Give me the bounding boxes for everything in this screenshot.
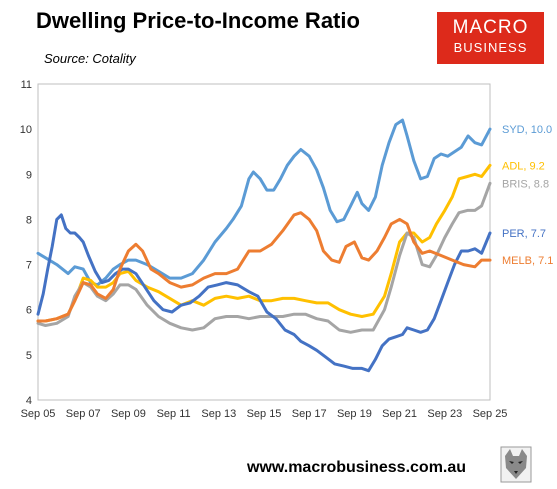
x-tick-label: Sep 25	[473, 408, 508, 420]
y-tick-label: 6	[26, 305, 32, 317]
chart-series	[36, 118, 492, 373]
series-line-syd	[36, 118, 492, 287]
series-label-adl: ADL, 9.2	[502, 160, 545, 172]
x-tick-label: Sep 15	[247, 408, 282, 420]
x-tick-label: Sep 19	[337, 408, 372, 420]
y-tick-label: 7	[26, 260, 32, 272]
y-tick-label: 4	[26, 395, 32, 407]
x-tick-label: Sep 13	[201, 408, 236, 420]
series-line-per	[36, 213, 492, 373]
macrobusiness-logo: MACRO BUSINESS	[437, 12, 544, 64]
wolf-logo-icon	[500, 446, 532, 483]
y-tick-label: 5	[26, 350, 32, 362]
y-tick-label: 10	[20, 124, 32, 136]
logo-line2: BUSINESS	[453, 40, 528, 55]
series-line-melb	[36, 211, 492, 323]
chart-title: Dwelling Price-to-Income Ratio	[36, 8, 360, 33]
chart-axes: 4 5 6 7 8 9 10 11 Sep 05 Sep 07 Sep 09 Sep 11 Sep 13…	[20, 79, 508, 420]
series-label-melb: MELB, 7.1	[502, 255, 553, 267]
logo-line1: MACRO	[452, 17, 529, 38]
series-label-syd: SYD, 10.0	[502, 124, 552, 136]
series-line-bris	[36, 181, 492, 334]
plot-area-border	[37, 83, 491, 401]
series-line-adl	[36, 163, 492, 323]
series-label-bris: BRIS, 8.8	[502, 178, 549, 190]
chart-source: Source: Cotality	[44, 51, 136, 66]
x-tick-label: Sep 07	[66, 408, 101, 420]
x-tick-label: Sep 17	[292, 408, 327, 420]
series-label-per: PER, 7.7	[502, 228, 546, 240]
series-end-labels: SYD, 10.0 ADL, 9.2 BRIS, 8.8 PER, 7.7 MELB, …	[502, 124, 553, 267]
x-tick-label: Sep 21	[382, 408, 417, 420]
x-tick-label: Sep 09	[111, 408, 146, 420]
y-tick-label: 11	[21, 79, 32, 91]
x-tick-label: Sep 11	[157, 408, 191, 420]
x-tick-label: Sep 05	[21, 408, 56, 420]
website-url: www.macrobusiness.com.au	[247, 459, 467, 476]
y-tick-label: 9	[26, 169, 32, 181]
y-tick-label: 8	[26, 214, 32, 226]
x-tick-label: Sep 23	[427, 408, 462, 420]
